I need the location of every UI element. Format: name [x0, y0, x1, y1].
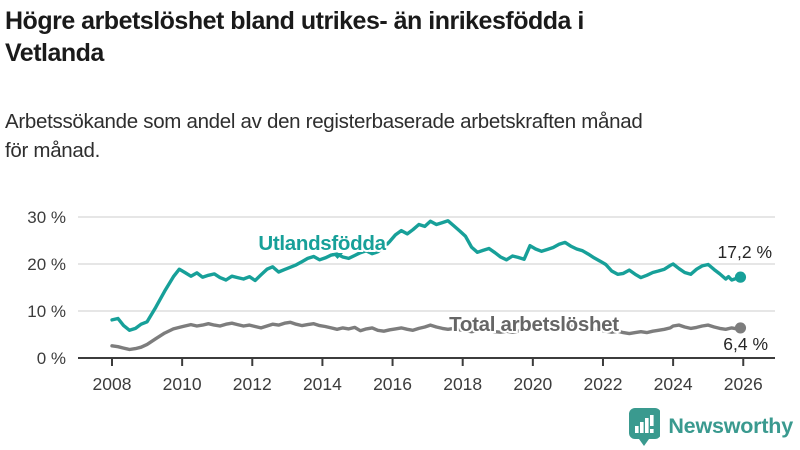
x-axis-tick-label: 2022	[584, 374, 623, 394]
x-axis-tick-label: 2018	[443, 374, 482, 394]
y-axis-tick-label: 10 %	[27, 302, 66, 321]
x-axis-tick-label: 2020	[513, 374, 552, 394]
series-end-value-total: 6,4 %	[723, 334, 768, 354]
series-end-value-utlandsfodda: 17,2 %	[718, 242, 772, 262]
x-axis-tick-label: 2008	[93, 374, 132, 394]
page-title-line1: Högre arbetslöshet bland utrikes- än inr…	[5, 7, 584, 35]
series-label-utlandsfodda: Utlandsfödda	[258, 232, 386, 255]
chart-subtitle-line2: för månad.	[5, 139, 100, 162]
y-axis-tick-label: 20 %	[27, 255, 66, 274]
x-axis-tick-label: 2010	[163, 374, 202, 394]
series-label-total: Total arbetslöshet	[449, 313, 619, 336]
series-end-dot-total	[734, 322, 747, 334]
page-title-line2: Vetlanda	[5, 39, 104, 67]
series-label-caret	[332, 253, 343, 259]
x-axis-tick-label: 2016	[373, 374, 412, 394]
newsworthy-icon	[629, 408, 661, 446]
series-line-total	[110, 320, 743, 352]
x-axis-tick-label: 2014	[303, 374, 342, 394]
x-axis-tick-label: 2026	[724, 374, 763, 394]
newsworthy-wordmark: Newsworthy	[668, 414, 793, 438]
newsworthy-logo: Newsworthy	[628, 407, 793, 446]
chart-subtitle: Arbetssökande som andel av den registerb…	[5, 107, 797, 165]
series-line-utlandsfodda	[110, 219, 743, 333]
x-axis-tick-label: 2024	[654, 374, 693, 394]
y-axis-tick-label: 30 %	[27, 208, 66, 227]
chart-subtitle-line1: Arbetssökande som andel av den registerb…	[5, 110, 643, 133]
series-end-dot-utlandsfodda	[734, 271, 747, 283]
y-axis-tick-label: 0 %	[37, 349, 66, 368]
x-axis-tick-label: 2012	[233, 374, 272, 394]
page-title: Högre arbetslöshet bland utrikes- än inr…	[5, 5, 795, 69]
unemployment-line-chart: 0 % 10 % 20 % 30 % 2008 2010 2012 2014 2016 2018 2…	[27, 208, 775, 394]
